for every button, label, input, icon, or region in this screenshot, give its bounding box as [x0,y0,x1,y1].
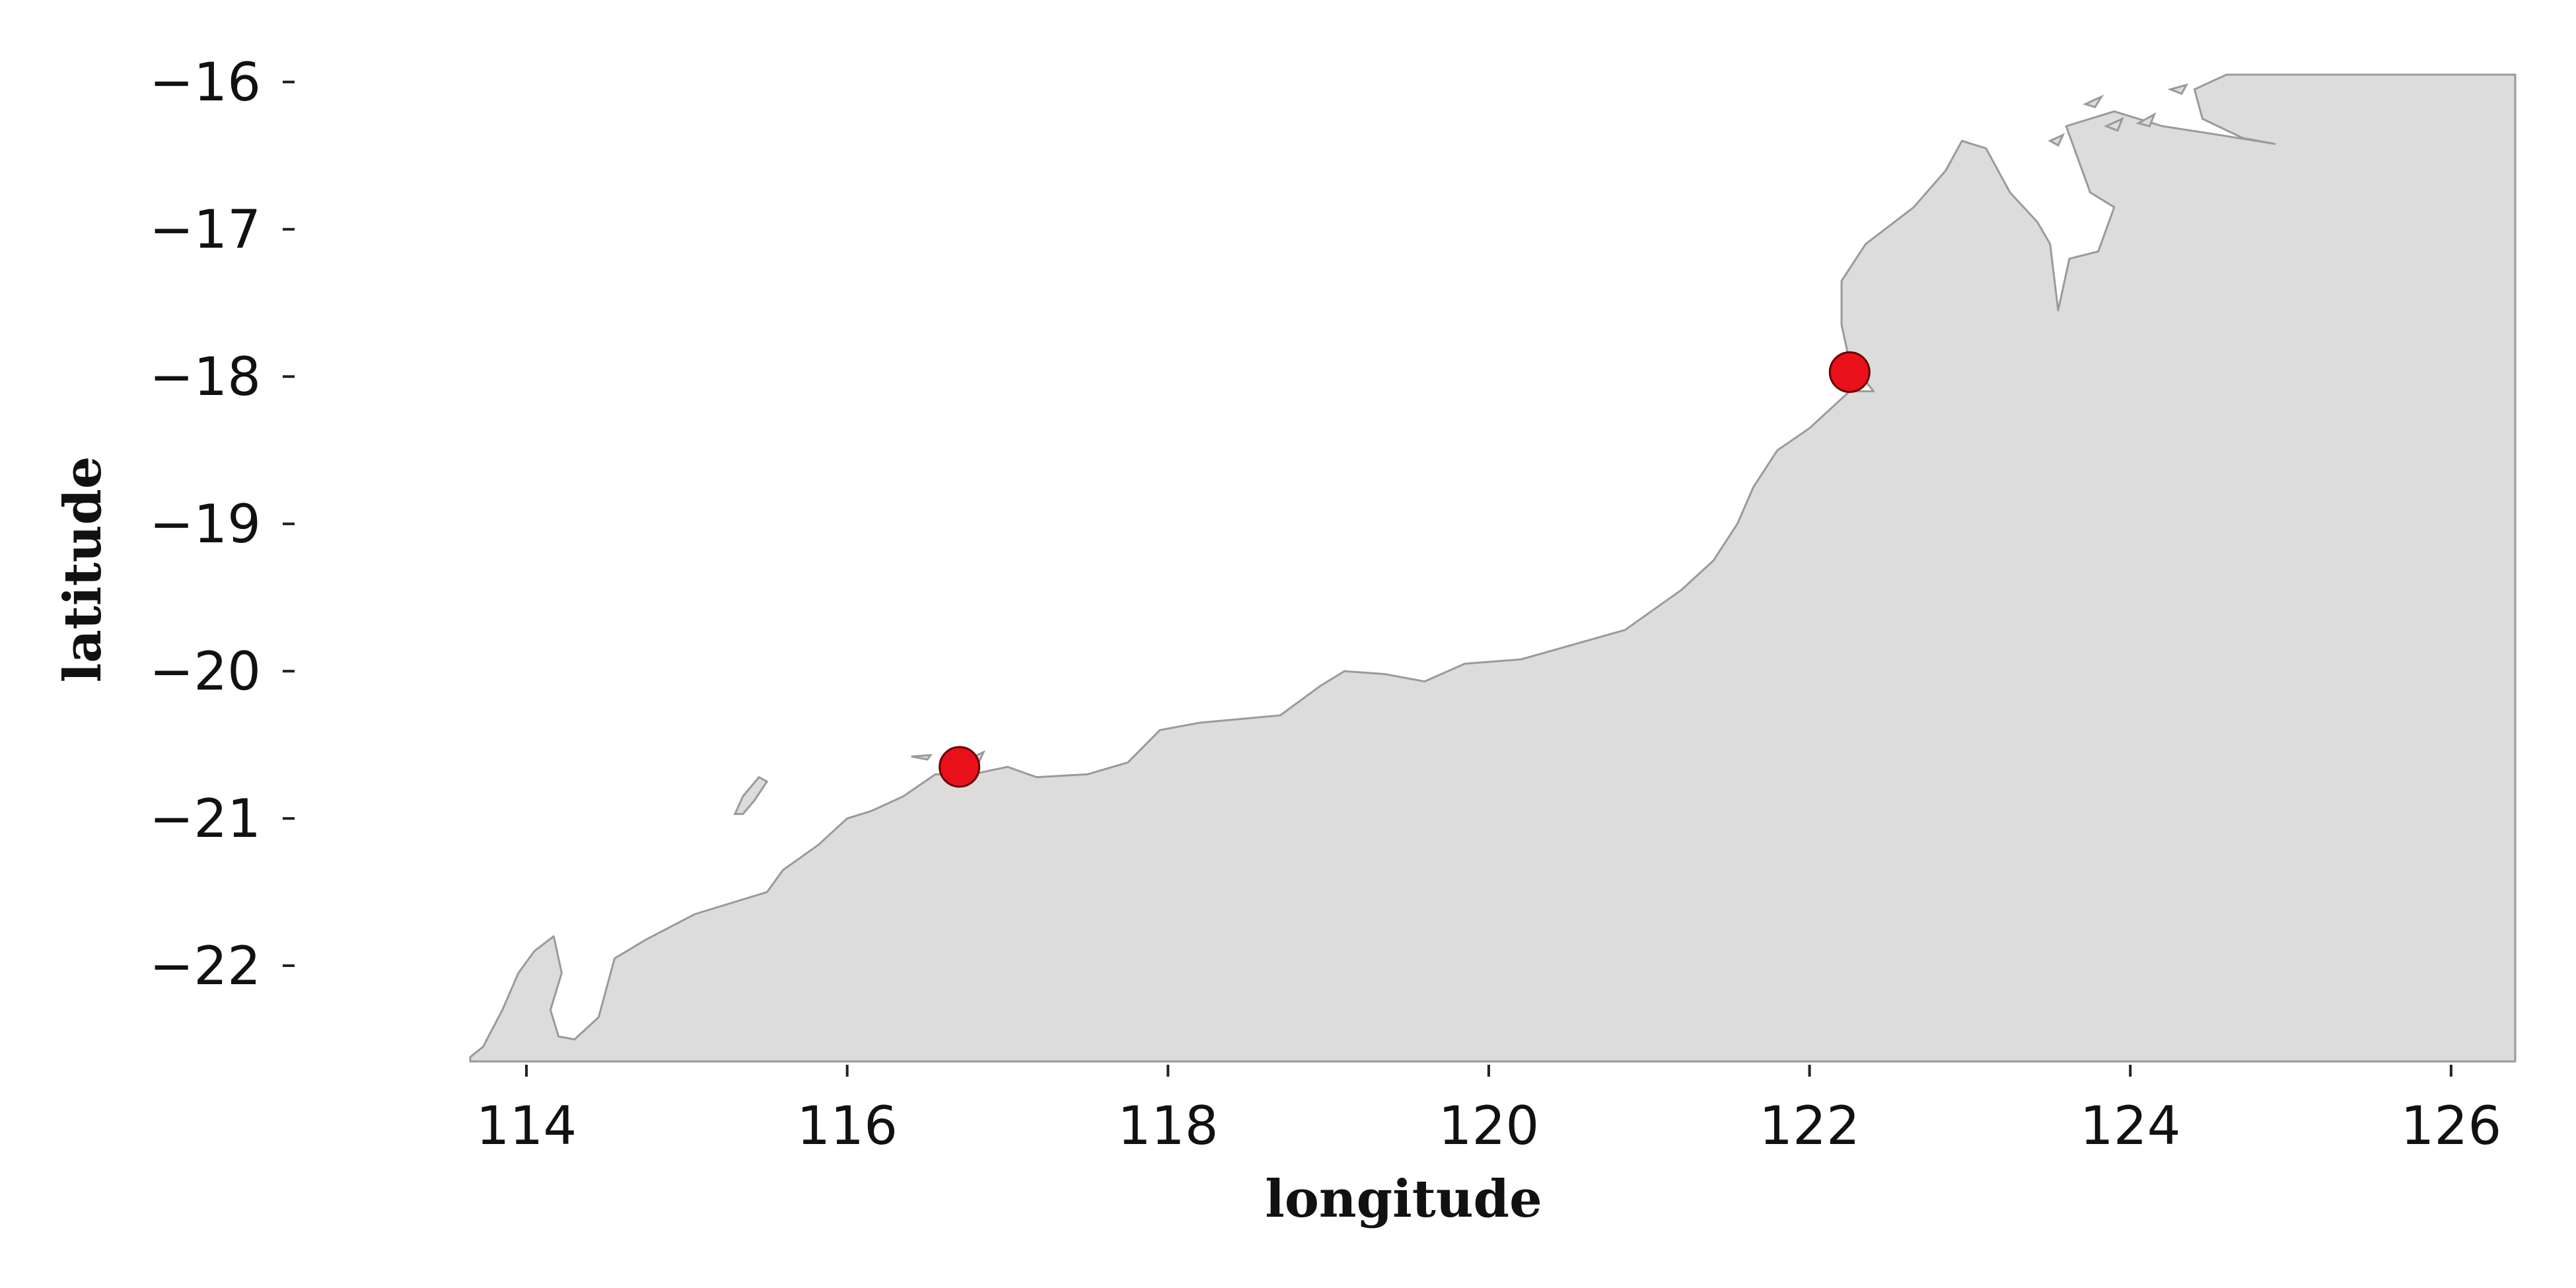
island [911,754,933,761]
location-marker[interactable] [939,746,981,788]
y-tick-label: −20 [149,641,261,702]
y-tick-label: −17 [149,199,261,260]
y-axis-title: latitude [53,456,113,683]
location-marker[interactable] [1828,351,1871,393]
land-layer [469,73,2517,1063]
y-tick-label: −22 [149,935,261,997]
marker-layer [939,351,1871,788]
y-tick-label: −19 [149,493,261,555]
x-tick-label: 120 [1439,1095,1540,1157]
x-tick-label: 118 [1118,1095,1219,1157]
y-tick-label: −21 [149,788,261,849]
x-tick-label: 124 [2080,1095,2181,1157]
island [2048,133,2065,147]
mainland [469,73,2517,1063]
x-axis-title: longitude [1265,1169,1542,1229]
y-tick-label: −18 [149,346,261,408]
island [733,775,769,815]
island [2135,112,2157,127]
x-tick-label: 114 [476,1095,577,1157]
x-tick-label: 122 [1759,1095,1860,1157]
x-axis: 114 116 118 120 122 124 126 [476,1065,2502,1157]
island [2083,94,2104,108]
y-tick-label: −16 [149,52,261,113]
y-axis: −16 −17 −18 −19 −20 −21 −22 [149,52,295,997]
island [2103,116,2124,132]
island [2167,83,2189,95]
x-tick-label: 126 [2401,1095,2502,1157]
x-tick-label: 116 [797,1095,898,1157]
